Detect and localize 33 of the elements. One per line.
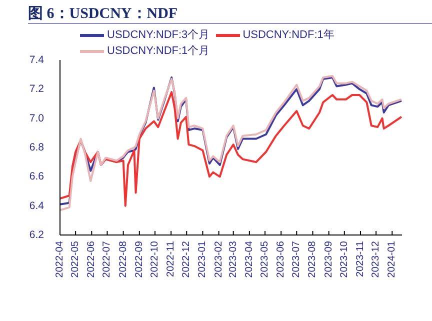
x-tick-label: 2022-05 xyxy=(70,240,82,278)
x-tick-label: 2022-12 xyxy=(181,240,192,278)
x-tick-label: 2023-03 xyxy=(228,240,239,278)
legend-label: USDCNY:NDF:3个月 xyxy=(107,28,210,42)
x-tick-label: 2023-01 xyxy=(197,240,208,278)
x-tick-label: 2022-09 xyxy=(134,240,145,278)
y-tick-label: 7.0 xyxy=(29,112,44,124)
x-tick-label: 2024-01 xyxy=(386,240,398,278)
y-tick-label: 6.8 xyxy=(29,142,44,154)
x-tick-label: 2022-07 xyxy=(102,240,113,278)
x-tick-label: 2022-10 xyxy=(149,240,160,278)
x-tick-label: 2023-06 xyxy=(276,240,287,278)
x-tick-label: 2023-09 xyxy=(323,240,334,278)
x-tick-label: 2023-07 xyxy=(291,240,302,278)
x-tick-label: 2023-05 xyxy=(259,240,270,278)
x-tick-label: 2022-04 xyxy=(54,240,66,278)
x-tick-label: 2022-11 xyxy=(166,240,177,277)
legend-label: USDCNY:NDF:1个月 xyxy=(107,44,210,58)
x-tick-label: 2023-10 xyxy=(338,240,350,278)
y-tick-label: 6.2 xyxy=(29,229,44,241)
legend-label: USDCNY:NDF:1年 xyxy=(242,28,334,42)
x-tick-label: 2023-02 xyxy=(213,240,224,278)
x-tick-label: 2022-06 xyxy=(86,240,98,278)
x-tick-label: 2022-08 xyxy=(118,240,129,278)
x-tick-label: 2023-04 xyxy=(244,240,255,278)
y-tick-label: 6.6 xyxy=(29,170,44,183)
x-tick-label: 2023-12 xyxy=(370,240,382,278)
y-tick-label: 7.2 xyxy=(29,83,44,96)
x-tick-label: 2023-08 xyxy=(307,240,318,278)
y-tick-label: 6.4 xyxy=(29,200,44,212)
y-tick-label: 7.4 xyxy=(29,54,44,66)
chart-title: 图 6：USDCNY：NDF xyxy=(28,5,178,23)
x-tick-label: 2023-11 xyxy=(354,240,366,277)
